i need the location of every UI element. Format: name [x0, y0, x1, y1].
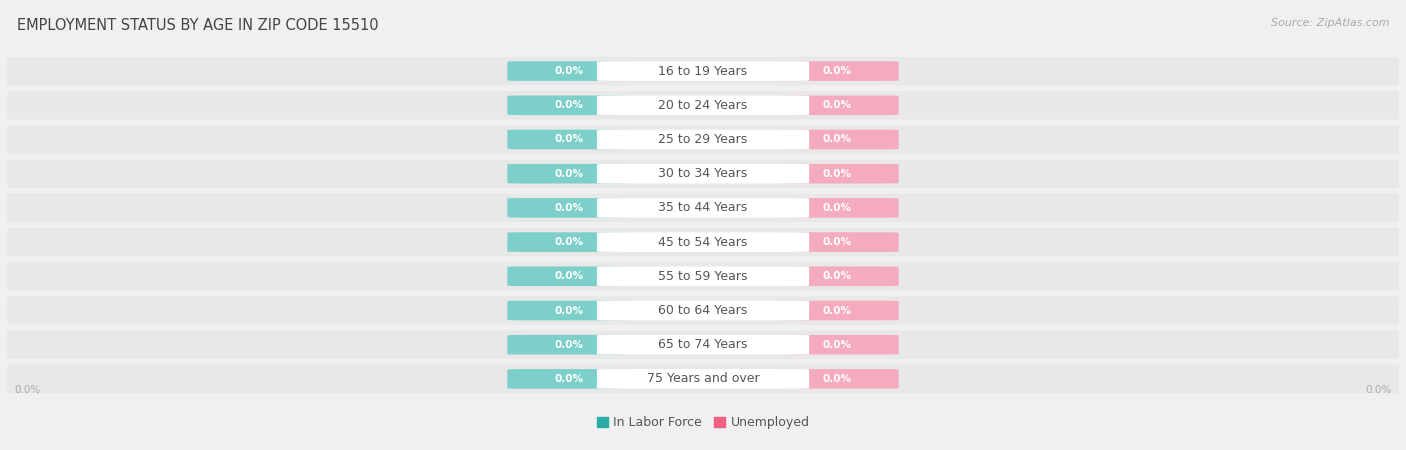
FancyBboxPatch shape: [7, 364, 1399, 393]
FancyBboxPatch shape: [7, 330, 1399, 359]
FancyBboxPatch shape: [598, 164, 808, 184]
FancyBboxPatch shape: [7, 194, 1399, 222]
FancyBboxPatch shape: [598, 369, 808, 389]
FancyBboxPatch shape: [7, 262, 1399, 291]
FancyBboxPatch shape: [776, 198, 898, 218]
FancyBboxPatch shape: [776, 301, 898, 320]
FancyBboxPatch shape: [598, 95, 808, 115]
Text: Source: ZipAtlas.com: Source: ZipAtlas.com: [1271, 18, 1389, 28]
Text: 60 to 64 Years: 60 to 64 Years: [658, 304, 748, 317]
Text: 0.0%: 0.0%: [823, 135, 852, 144]
FancyBboxPatch shape: [508, 335, 630, 355]
FancyBboxPatch shape: [508, 198, 630, 218]
FancyBboxPatch shape: [776, 335, 898, 355]
Text: 25 to 29 Years: 25 to 29 Years: [658, 133, 748, 146]
FancyBboxPatch shape: [776, 130, 898, 149]
Text: 0.0%: 0.0%: [554, 271, 583, 281]
Text: 35 to 44 Years: 35 to 44 Years: [658, 202, 748, 214]
FancyBboxPatch shape: [776, 232, 898, 252]
FancyBboxPatch shape: [508, 301, 630, 320]
FancyBboxPatch shape: [776, 266, 898, 286]
FancyBboxPatch shape: [508, 232, 630, 252]
FancyBboxPatch shape: [598, 335, 808, 355]
Text: 0.0%: 0.0%: [14, 385, 41, 395]
Text: 0.0%: 0.0%: [823, 237, 852, 247]
Text: 0.0%: 0.0%: [554, 237, 583, 247]
Text: 16 to 19 Years: 16 to 19 Years: [658, 65, 748, 77]
FancyBboxPatch shape: [776, 164, 898, 184]
Text: 0.0%: 0.0%: [823, 340, 852, 350]
FancyBboxPatch shape: [776, 95, 898, 115]
FancyBboxPatch shape: [776, 61, 898, 81]
Text: 20 to 24 Years: 20 to 24 Years: [658, 99, 748, 112]
Text: 0.0%: 0.0%: [554, 169, 583, 179]
FancyBboxPatch shape: [7, 125, 1399, 154]
Text: 30 to 34 Years: 30 to 34 Years: [658, 167, 748, 180]
FancyBboxPatch shape: [7, 159, 1399, 188]
FancyBboxPatch shape: [508, 369, 630, 389]
Text: 0.0%: 0.0%: [554, 374, 583, 384]
Text: 0.0%: 0.0%: [823, 66, 852, 76]
FancyBboxPatch shape: [508, 266, 630, 286]
Text: 75 Years and over: 75 Years and over: [647, 373, 759, 385]
FancyBboxPatch shape: [598, 266, 808, 286]
Text: 0.0%: 0.0%: [823, 306, 852, 315]
Text: 0.0%: 0.0%: [554, 306, 583, 315]
FancyBboxPatch shape: [508, 164, 630, 184]
FancyBboxPatch shape: [598, 301, 808, 320]
Text: 45 to 54 Years: 45 to 54 Years: [658, 236, 748, 248]
Text: EMPLOYMENT STATUS BY AGE IN ZIP CODE 15510: EMPLOYMENT STATUS BY AGE IN ZIP CODE 155…: [17, 18, 378, 33]
Text: 0.0%: 0.0%: [554, 100, 583, 110]
FancyBboxPatch shape: [598, 61, 808, 81]
FancyBboxPatch shape: [598, 198, 808, 218]
Text: 0.0%: 0.0%: [554, 66, 583, 76]
FancyBboxPatch shape: [508, 130, 630, 149]
FancyBboxPatch shape: [508, 95, 630, 115]
FancyBboxPatch shape: [7, 296, 1399, 325]
FancyBboxPatch shape: [776, 369, 898, 389]
Legend: In Labor Force, Unemployed: In Labor Force, Unemployed: [592, 411, 814, 434]
FancyBboxPatch shape: [7, 228, 1399, 256]
Text: 0.0%: 0.0%: [1365, 385, 1392, 395]
Text: 0.0%: 0.0%: [554, 203, 583, 213]
Text: 0.0%: 0.0%: [823, 100, 852, 110]
Text: 0.0%: 0.0%: [823, 374, 852, 384]
Text: 0.0%: 0.0%: [554, 135, 583, 144]
FancyBboxPatch shape: [7, 91, 1399, 120]
FancyBboxPatch shape: [508, 61, 630, 81]
FancyBboxPatch shape: [7, 57, 1399, 86]
FancyBboxPatch shape: [598, 232, 808, 252]
Text: 0.0%: 0.0%: [823, 271, 852, 281]
Text: 0.0%: 0.0%: [823, 169, 852, 179]
Text: 55 to 59 Years: 55 to 59 Years: [658, 270, 748, 283]
Text: 0.0%: 0.0%: [823, 203, 852, 213]
FancyBboxPatch shape: [598, 130, 808, 149]
Text: 0.0%: 0.0%: [554, 340, 583, 350]
Text: 65 to 74 Years: 65 to 74 Years: [658, 338, 748, 351]
